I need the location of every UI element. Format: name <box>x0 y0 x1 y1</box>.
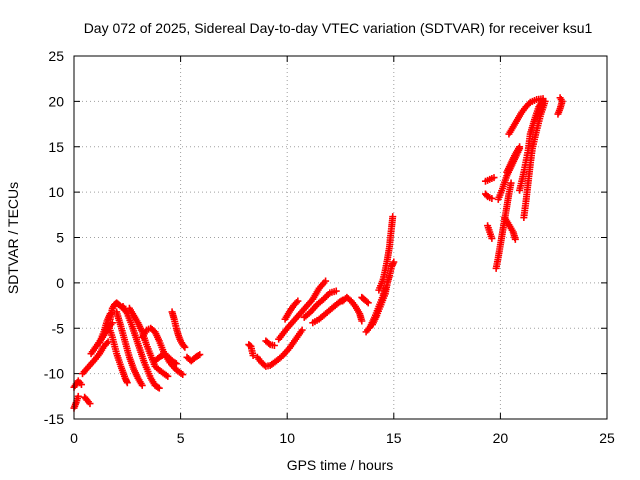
x-tick-label: 0 <box>70 430 78 446</box>
data-point <box>488 194 496 202</box>
series-arc-13 <box>151 351 180 368</box>
y-tick-label: 5 <box>56 230 64 246</box>
x-tick-label: 25 <box>599 430 615 446</box>
y-tick-label: 10 <box>48 184 64 200</box>
data-point <box>332 287 340 295</box>
series-arc-21 <box>300 287 340 321</box>
series-arc-14 <box>168 308 189 351</box>
series-arc-34 <box>503 143 524 176</box>
data-point <box>322 277 330 285</box>
data-point <box>196 351 204 359</box>
series-arc-10 <box>119 302 163 392</box>
data-point <box>389 213 397 221</box>
data-point <box>179 371 187 379</box>
data-point <box>171 359 179 367</box>
x-tick-label: 15 <box>386 430 402 446</box>
series-arc-01 <box>70 392 82 412</box>
data-point <box>154 383 162 391</box>
y-tick-label: -15 <box>44 411 64 427</box>
data-point <box>511 235 519 243</box>
data-point <box>86 400 94 408</box>
y-tick-label: 15 <box>48 139 64 155</box>
series-arc-37 <box>516 96 547 194</box>
data-point <box>249 351 257 359</box>
data-point <box>181 343 189 351</box>
data-point <box>539 96 547 104</box>
y-tick-label: 25 <box>48 48 64 64</box>
data-point <box>363 298 371 306</box>
data-point <box>123 379 131 387</box>
axis-ticks: 0 5 10 15 20 25 -15 -10 -5 0 5 10 15 20 25 <box>44 48 615 446</box>
x-axis-label: GPS time / hours <box>287 457 394 473</box>
x-tick-label: 5 <box>177 430 185 446</box>
y-tick-label: -5 <box>52 320 65 336</box>
series-arc-08 <box>104 320 131 387</box>
series-arc-28 <box>481 174 498 185</box>
data-point <box>108 319 116 327</box>
series-arc-09 <box>113 308 146 389</box>
series-arc-20 <box>281 297 302 323</box>
chart-title: Day 072 of 2025, Sidereal Day-to-day VTE… <box>84 20 593 36</box>
series-arc-30 <box>484 222 496 242</box>
data-point <box>270 341 278 349</box>
data-point <box>364 299 372 307</box>
series-arc-18 <box>262 337 278 349</box>
series-arc-04 <box>79 338 112 378</box>
data-point <box>74 392 82 400</box>
series-arc-23 <box>339 293 366 325</box>
plot-frame <box>73 55 608 420</box>
series-arc-24 <box>358 293 372 307</box>
series-arc-19 <box>275 277 330 343</box>
data-point <box>390 258 398 266</box>
series-arc-27 <box>375 213 397 294</box>
data-point <box>194 351 202 359</box>
data-point <box>298 326 306 334</box>
x-tick-label: 20 <box>493 430 509 446</box>
data-point <box>556 94 564 102</box>
data-point <box>516 143 524 151</box>
series-arc-15 <box>183 351 204 365</box>
data-point <box>292 299 300 307</box>
series-arc-35 <box>505 95 547 138</box>
data-points <box>70 94 566 412</box>
y-axis-label: SDTVAR / TECUs <box>5 182 21 294</box>
data-point <box>172 360 180 368</box>
y-tick-label: -10 <box>44 366 64 382</box>
data-point <box>164 372 172 380</box>
y-tick-label: 0 <box>56 275 64 291</box>
x-tick-label: 10 <box>279 430 295 446</box>
data-point <box>358 317 366 325</box>
series-arc-12 <box>138 324 187 379</box>
data-point <box>180 342 188 350</box>
y-tick-label: 20 <box>48 93 64 109</box>
data-point <box>77 381 85 389</box>
series-arc-16 <box>245 341 257 359</box>
series-arc-03 <box>81 393 94 408</box>
data-point <box>265 339 273 347</box>
series-arc-29 <box>481 190 496 202</box>
series-arc-26 <box>368 258 398 329</box>
data-point <box>488 234 496 242</box>
data-point <box>525 100 533 108</box>
series-arc-31 <box>492 179 515 272</box>
series-arc-38 <box>554 94 566 118</box>
data-point <box>490 174 498 182</box>
data-point <box>103 339 111 347</box>
series-arc-02 <box>70 377 85 391</box>
data-point <box>155 384 163 392</box>
data-point <box>507 179 515 187</box>
series-arc-17 <box>253 326 306 370</box>
data-point <box>294 297 302 305</box>
series-arc-33 <box>501 214 519 243</box>
data-point <box>138 381 146 389</box>
